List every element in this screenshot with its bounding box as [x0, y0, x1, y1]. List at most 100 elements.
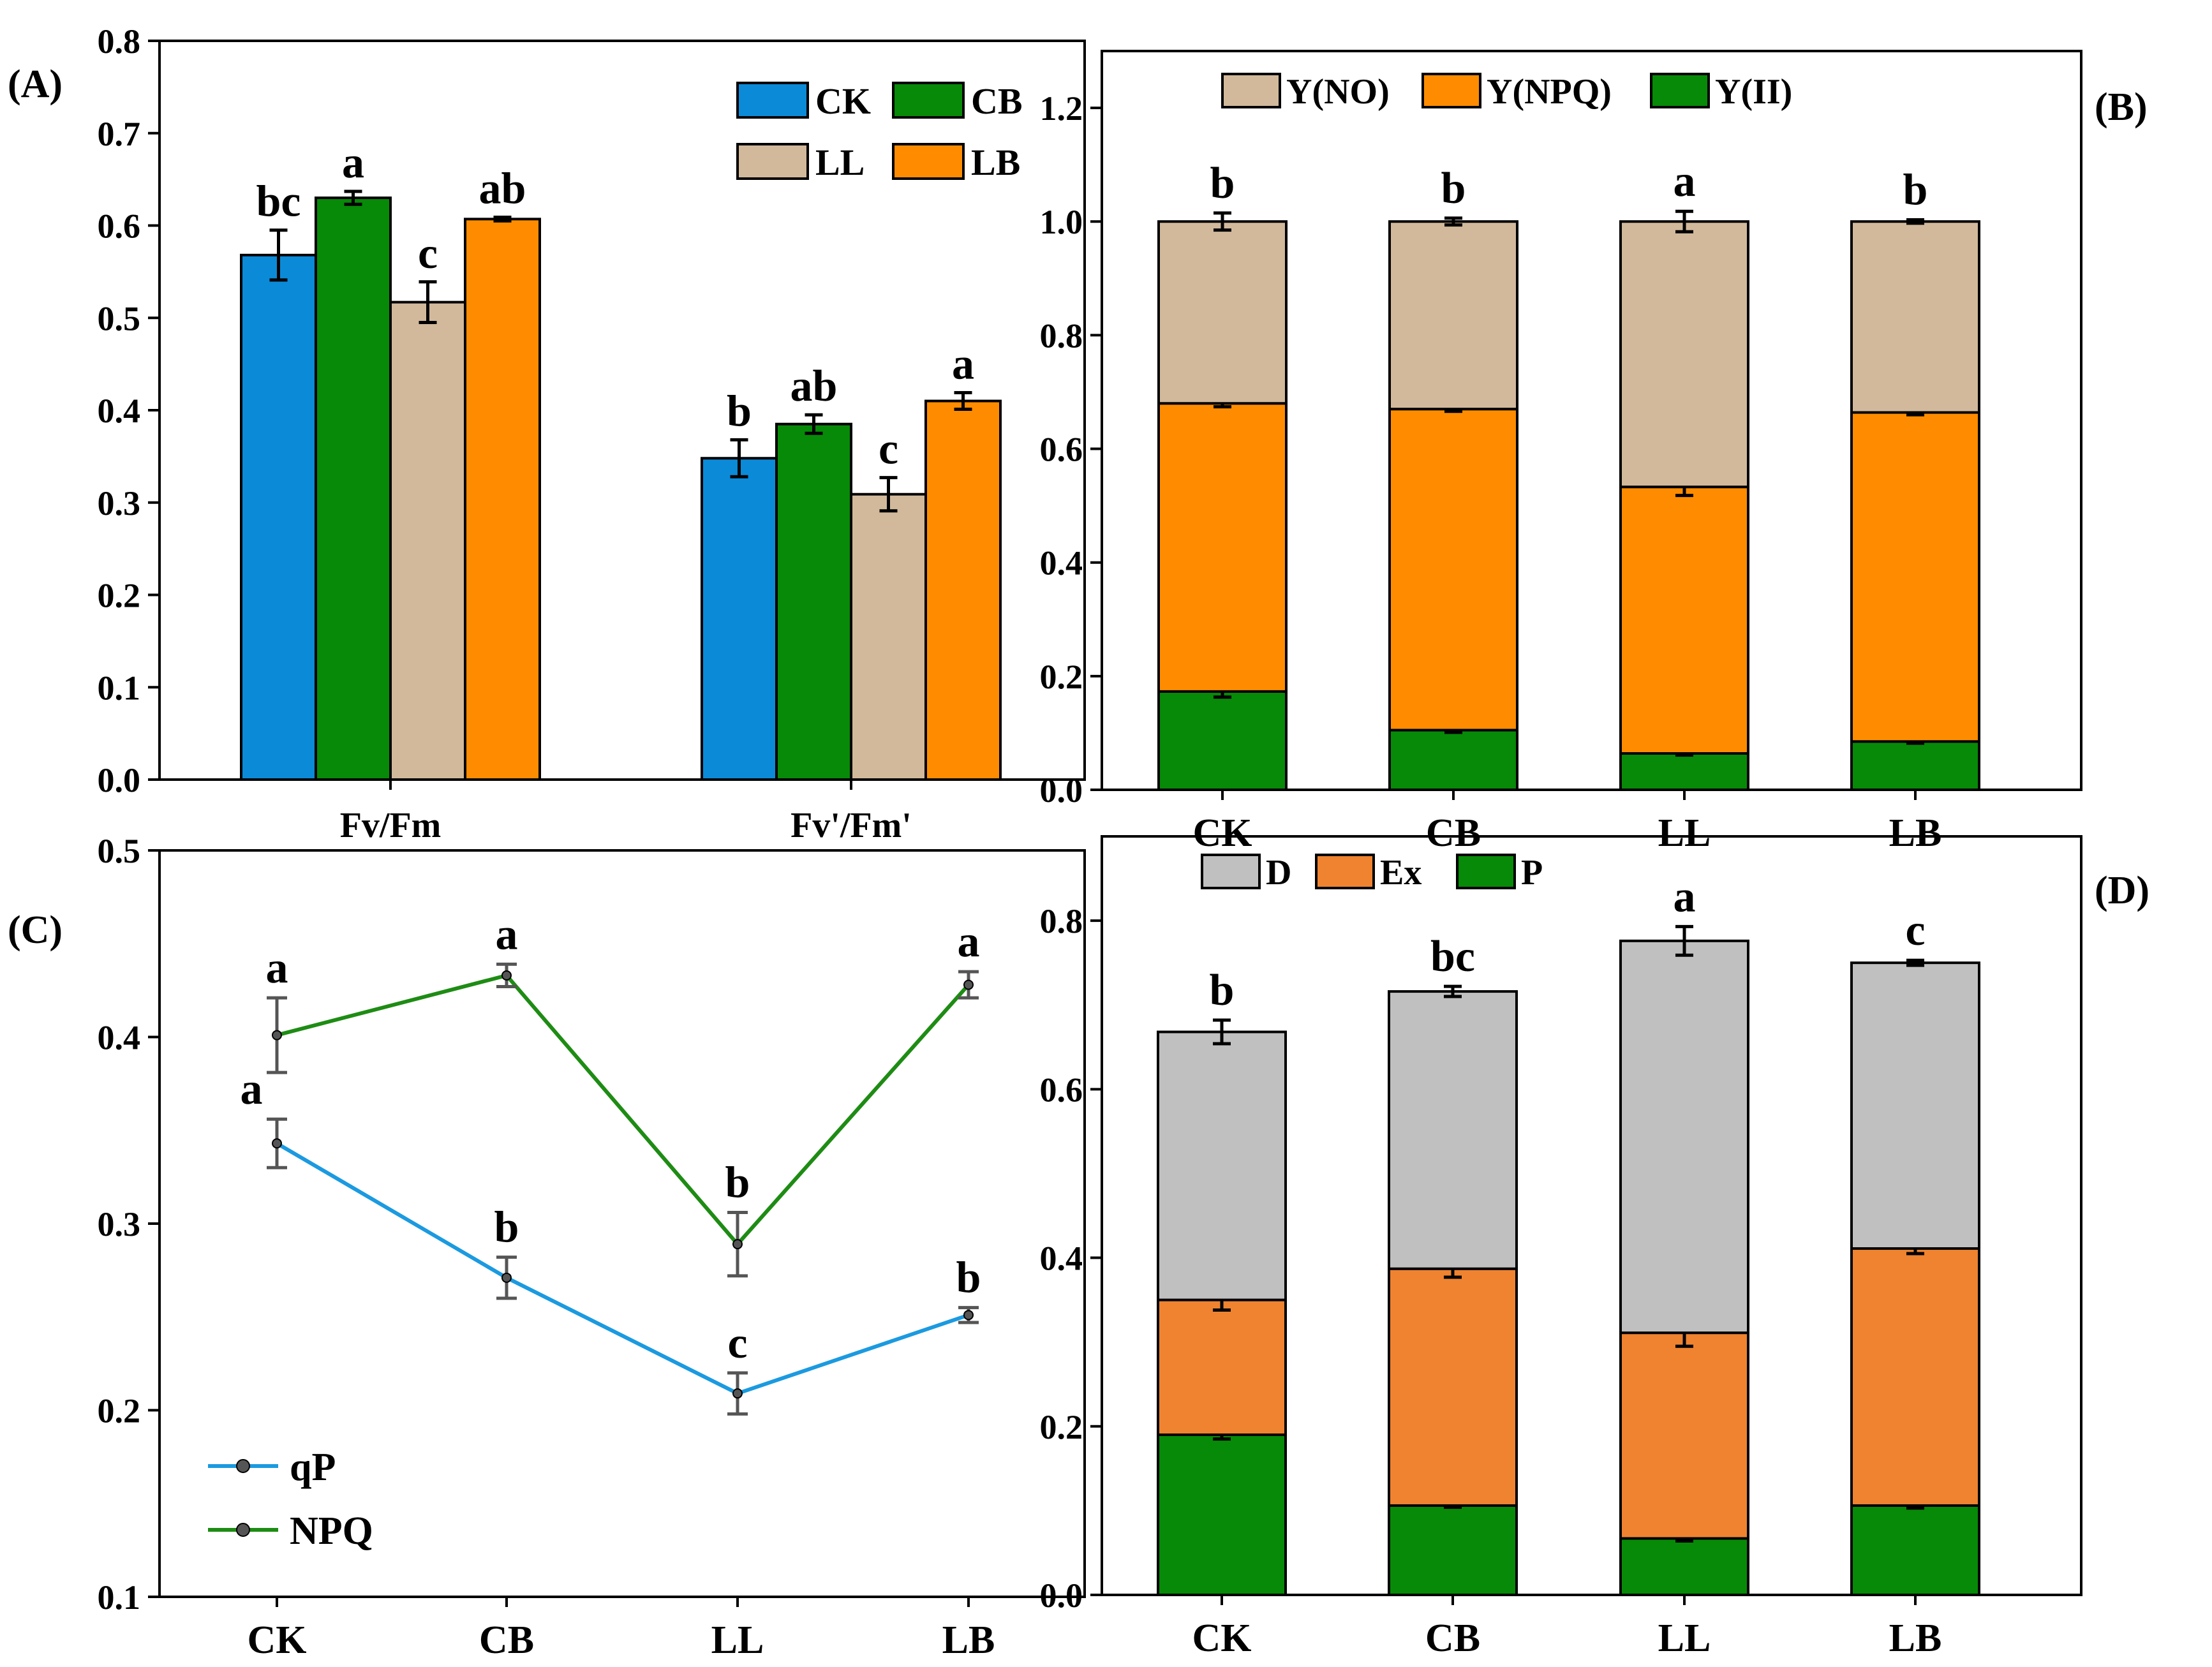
panel-b-ytick-label: 0.2 — [1040, 658, 1083, 696]
panel-a-letter: bc — [256, 177, 301, 226]
panel-a-legend-swatch-CK — [736, 82, 809, 119]
panel-c-frame — [158, 849, 1086, 1598]
panel-c-line-NPQ — [276, 973, 970, 1247]
panel-b-xtick-label: LB — [1889, 811, 1942, 855]
panel-d: 0.00.20.40.60.8acbbabbccbabacCKCBLLLB(D)… — [1040, 835, 2149, 1660]
panel-b-bar-Y(II) — [1619, 752, 1749, 791]
panel-c-legend-marker-qP — [236, 1459, 250, 1473]
panel-c-letter: b — [494, 1203, 519, 1252]
panel-a-letter: ab — [479, 164, 526, 213]
panel-a-legend-swatch-LB — [892, 143, 965, 180]
panel-d-bar-Ex — [1388, 1267, 1518, 1507]
panel-a-bar-LL — [850, 493, 927, 781]
panel-d-bar-D — [1619, 939, 1749, 1335]
panel-a-letter: ab — [791, 362, 838, 411]
panel-b-xtick-label: LL — [1658, 811, 1711, 855]
panel-d-letter: c — [1905, 906, 1925, 955]
panel-d-xtick-label: CK — [1192, 1617, 1252, 1660]
panel-d-frame — [1101, 835, 2082, 1596]
panel-a-legend-label: LL — [815, 142, 865, 183]
panel-d-bar-Ex — [1850, 1247, 1980, 1507]
panel-d-legend: D Ex P — [1201, 853, 1543, 893]
panel-d-bar-Ex — [1619, 1331, 1749, 1540]
panel-a-legend-label: CB — [971, 80, 1023, 122]
panel-a-bar-LB — [464, 218, 541, 781]
panel-a-ytick-label: 0.8 — [98, 22, 141, 61]
panel-c-xtick-label: LL — [711, 1619, 764, 1662]
panel-b-xtick-label: CB — [1426, 811, 1481, 855]
panel-a-bar-CB — [775, 422, 852, 781]
panel-d-bar-P — [1388, 1504, 1518, 1596]
panel-d-legend-swatch-Ex — [1315, 854, 1375, 889]
panel-d-xtick-label: LL — [1658, 1617, 1711, 1660]
panel-c-ytick-label: 0.2 — [98, 1392, 141, 1430]
panel-c-line-qP — [276, 1141, 969, 1396]
panel-b-bar-Y(NO) — [1388, 220, 1518, 411]
panel-d-xtick-label: LB — [1889, 1617, 1942, 1660]
panel-b-ytick-label: 0.8 — [1040, 316, 1083, 355]
panel-c-legend-label: qP — [290, 1446, 336, 1489]
panel-d-bar-P — [1619, 1537, 1749, 1597]
panel-b: 0.00.20.40.60.81.01.2aabbbabdbacabCKCBLL… — [1040, 50, 2148, 855]
panel-a-bar-LB — [924, 399, 1002, 781]
panel-d-bar-D — [1157, 1030, 1287, 1301]
panel-d-bar-P — [1850, 1504, 1980, 1596]
panel-d-legend-label: D — [1266, 853, 1291, 893]
panel-c: 0.1 0.2 0.3 0.4 0.5 a b c b a a b a CK CB LL LB (C) qP NPQ — [8, 832, 1086, 1662]
panel-d-label: (D) — [2095, 869, 2149, 912]
panel-b-legend-label: Y(NPQ) — [1487, 72, 1612, 112]
panel-c-letter: c — [727, 1319, 747, 1368]
panel-d-letter: bc — [1430, 932, 1475, 981]
panel-c-letter: a — [958, 917, 980, 967]
panel-b-bar-Y(NO) — [1157, 220, 1288, 405]
panel-a-xtick-label: Fv'/Fm' — [791, 806, 912, 845]
panel-c-letter: a — [241, 1065, 263, 1114]
panel-b-bar-Y(NPQ) — [1850, 411, 1980, 743]
panel-a-ytick-label: 0.2 — [98, 577, 141, 615]
panel-d-bar-D — [1850, 961, 1980, 1250]
panel-c-letter: b — [725, 1158, 750, 1207]
panel-b-legend-swatch-Y(NPQ) — [1421, 73, 1481, 108]
panel-d-xtick-label: CB — [1425, 1617, 1480, 1660]
panel-a-ytick-label: 0.1 — [98, 669, 141, 707]
panel-d-ytick-label: 0.4 — [1040, 1240, 1083, 1278]
panel-b-ytick-label: 0.4 — [1040, 544, 1083, 582]
panel-b-letter: b — [1903, 166, 1928, 215]
panel-b-bar-Y(II) — [1157, 690, 1288, 792]
panel-b-bar-Y(II) — [1388, 729, 1518, 792]
panel-b-bar-Y(NO) — [1619, 220, 1749, 489]
panel-c-letter: b — [956, 1254, 981, 1303]
panel-c-point-NPQ — [272, 1030, 282, 1041]
panel-d-bar-Ex — [1157, 1298, 1287, 1436]
panel-b-letter: b — [1210, 159, 1235, 208]
panel-a-label: (A) — [8, 63, 63, 106]
panel-b-ytick-label: 0.6 — [1040, 431, 1083, 469]
panel-d-letter: a — [1674, 872, 1696, 921]
panel-b-frame — [1101, 50, 2082, 791]
panel-c-legend-label: NPQ — [290, 1509, 373, 1553]
panel-d-legend-swatch-D — [1201, 854, 1261, 889]
panel-c-label: (C) — [8, 908, 63, 952]
panel-b-xtick-label: CK — [1193, 811, 1252, 855]
panel-d-legend-label: Ex — [1380, 853, 1421, 893]
panel-c-point-NPQ — [963, 979, 974, 990]
panel-a-bar-CK — [240, 253, 317, 781]
panel-b-ytick-label: 1.0 — [1040, 203, 1083, 241]
panel-d-letter: b — [1210, 966, 1235, 1015]
panel-d-bar-D — [1388, 990, 1518, 1270]
panel-b-bar-Y(NPQ) — [1619, 485, 1749, 755]
panel-b-bar-Y(NPQ) — [1388, 408, 1518, 732]
panel-d-legend-label: P — [1521, 853, 1543, 893]
panel-c-point-qP — [501, 1272, 512, 1283]
panel-a: 0.00.10.20.30.40.50.60.70.8(A)bcbaabccab… — [8, 22, 1086, 845]
panel-c-ytick-label: 0.3 — [98, 1205, 141, 1243]
panel-b-legend-swatch-Y(II) — [1650, 73, 1710, 108]
panel-c-point-qP — [732, 1388, 743, 1399]
panel-a-letter: c — [879, 425, 898, 474]
panel-c-point-qP — [272, 1138, 282, 1149]
panel-c-ytick-label: 0.5 — [98, 832, 141, 870]
panel-a-legend-label: LB — [971, 142, 1020, 183]
panel-b-bar-Y(II) — [1850, 740, 1980, 792]
panel-c-legend: qP NPQ — [208, 1446, 373, 1553]
